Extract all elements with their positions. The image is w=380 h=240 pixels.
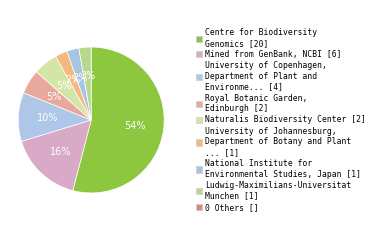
Wedge shape: [18, 93, 91, 141]
Wedge shape: [55, 51, 91, 120]
Wedge shape: [36, 56, 91, 120]
Text: 2%: 2%: [65, 75, 81, 85]
Text: 16%: 16%: [50, 147, 71, 157]
Text: 3%: 3%: [80, 71, 95, 81]
Text: 2%: 2%: [73, 73, 88, 83]
Text: 10%: 10%: [37, 113, 58, 123]
Text: 5%: 5%: [56, 81, 71, 91]
Wedge shape: [67, 48, 91, 120]
Wedge shape: [24, 72, 91, 120]
Text: 5%: 5%: [46, 92, 62, 102]
Wedge shape: [73, 47, 164, 193]
Wedge shape: [79, 47, 91, 120]
Legend: Centre for Biodiversity
Genomics [20], Mined from GenBank, NCBI [6], University : Centre for Biodiversity Genomics [20], M…: [196, 28, 366, 212]
Wedge shape: [21, 120, 91, 191]
Text: 54%: 54%: [124, 120, 146, 131]
